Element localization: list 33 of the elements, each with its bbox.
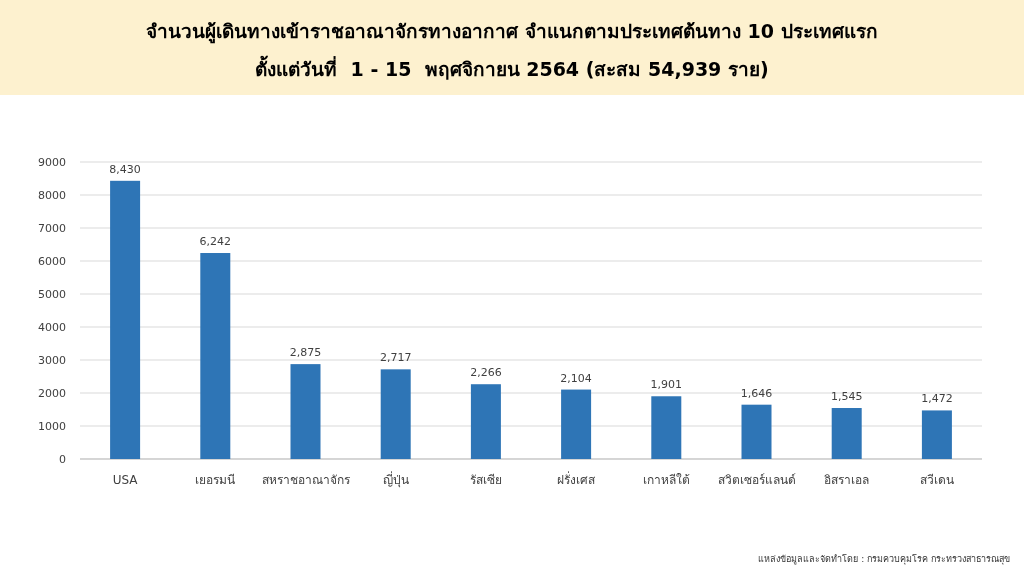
x-tick-label: สหราชอาณาจักร bbox=[261, 473, 351, 487]
y-tick-label: 4000 bbox=[38, 321, 66, 334]
data-label: 2,717 bbox=[379, 351, 412, 365]
data-label: 1,545 bbox=[830, 390, 863, 404]
data-label: 6,242 bbox=[199, 235, 232, 249]
x-tick-label: รัสเซีย bbox=[469, 473, 502, 487]
x-tick-label: ญี่ปุ่น bbox=[382, 471, 409, 488]
data-label: 2,875 bbox=[289, 346, 322, 360]
y-tick-label: 5000 bbox=[38, 288, 66, 301]
data-label: 1,472 bbox=[921, 392, 953, 406]
y-tick-label: 9000 bbox=[38, 156, 66, 169]
x-tick-label: เกาหลีใต้ bbox=[642, 473, 690, 487]
x-tick-label: สวิตเซอร์แลนด์ bbox=[717, 473, 796, 487]
y-tick-label: 3000 bbox=[38, 354, 66, 367]
chart-title: จำนวนผู้เดินทางเข้าราชอาณาจักรทางอากาศ จำแนกตามประเทศต้นทาง 10 ประเทศแรก bbox=[146, 20, 878, 44]
y-tick-label: 6000 bbox=[38, 255, 66, 268]
x-tick-label: USA bbox=[112, 473, 139, 487]
y-tick-label: 1000 bbox=[38, 420, 66, 433]
data-label: 2,104 bbox=[560, 371, 592, 385]
x-tick-label: เยอรมนี bbox=[195, 473, 236, 487]
x-tick-label: สวีเดน bbox=[919, 473, 954, 487]
data-label: 1,646 bbox=[740, 386, 773, 400]
x-tick-label: อิสราเอล bbox=[824, 473, 870, 487]
chart-subtitle: ตั้งแต่วันที่ 1 - 15 พฤศจิกายน 2564 (สะสม 54,939 ราย) bbox=[255, 55, 769, 80]
text: แหล่งข้อมูลและจัดทำโดย : กรมควบคุมโรค กระทรวงสาธารณสุข bbox=[758, 554, 1010, 565]
y-tick-label: 2000 bbox=[38, 387, 66, 400]
data-label: 2,266 bbox=[470, 366, 502, 380]
data-label: 8,430 bbox=[109, 162, 141, 176]
y-tick-label: 8000 bbox=[38, 189, 66, 202]
y-tick-label: 0 bbox=[59, 453, 66, 466]
y-tick-label: 7000 bbox=[38, 222, 66, 235]
x-tick-label: ฝรั่งเศส bbox=[557, 471, 597, 487]
data-label: 1,901 bbox=[650, 378, 683, 392]
